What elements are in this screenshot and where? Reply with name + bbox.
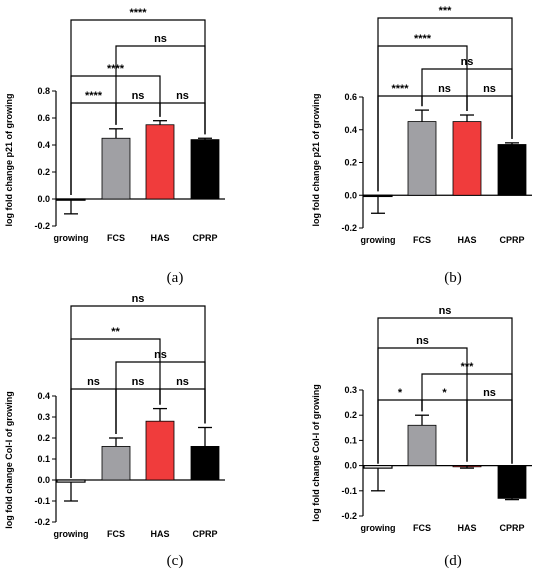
y-tick-label: 0.0	[37, 475, 50, 485]
y-tick-label: 0.2	[37, 433, 50, 443]
y-tick-label: 0.0	[344, 461, 357, 471]
x-category-label: CPRP	[499, 523, 524, 533]
x-category-label: growing	[361, 235, 396, 245]
y-tick-label: -0.1	[34, 496, 50, 506]
significance-label: ns	[483, 83, 496, 95]
y-tick-label: -0.2	[34, 517, 50, 527]
significance-label: ns	[176, 90, 189, 102]
bar-fcs	[101, 137, 131, 200]
significance-label: ****	[391, 83, 409, 95]
x-category-label: HAS	[150, 233, 169, 243]
significance-label: ns	[483, 387, 496, 399]
y-tick-label: 0.0	[37, 194, 50, 204]
panel-label: (a)	[167, 270, 184, 286]
x-category-label: growing	[361, 523, 396, 533]
y-tick-label: -0.2	[34, 221, 50, 231]
bar-cprp	[190, 445, 220, 481]
significance-label: ***	[461, 361, 475, 373]
significance-label: ns	[132, 293, 145, 305]
significance-bracket	[159, 388, 206, 424]
significance-label: ns	[416, 335, 429, 347]
x-category-label: FCS	[413, 523, 431, 533]
y-axis-title: log fold change Col-I of growing	[4, 391, 14, 528]
x-category-label: CPRP	[499, 235, 524, 245]
bar-growing	[56, 479, 86, 483]
bar-cprp	[190, 139, 220, 200]
y-tick-label: 0.0	[344, 190, 357, 200]
significance-label: *	[398, 387, 403, 399]
significance-bracket	[466, 399, 513, 464]
x-category-label: CPRP	[192, 233, 217, 243]
bar-fcs	[407, 424, 437, 466]
x-category-label: FCS	[413, 235, 431, 245]
y-axis-title: log fold change p21 of growing	[311, 94, 321, 227]
significance-bracket	[421, 95, 468, 112]
x-category-label: CPRP	[192, 529, 217, 539]
y-tick-label: 0.6	[344, 92, 357, 102]
y-tick-label: 0.4	[37, 391, 50, 401]
significance-bracket	[377, 17, 513, 192]
x-category-label: HAS	[150, 529, 169, 539]
significance-label: ns	[87, 376, 100, 388]
significance-label: ****	[85, 90, 103, 102]
significance-label: ns	[439, 305, 452, 317]
y-tick-label: 0.4	[344, 125, 357, 135]
y-tick-label: 0.2	[37, 167, 50, 177]
y-axis-title: log fold change p21 of growing	[4, 94, 14, 227]
significance-bracket	[466, 95, 513, 139]
significance-label: ***	[439, 5, 453, 17]
significance-label: *	[442, 387, 447, 399]
bar-cprp	[497, 465, 527, 499]
chart-panel-b: -0.2 0.0 0.2 0.4 0.6 log fold change p21 of g…	[311, 5, 532, 286]
y-tick-label: 0.6	[37, 113, 50, 123]
significance-label: ns	[132, 376, 145, 388]
bar-has	[145, 420, 175, 481]
y-tick-label: 0.2	[344, 410, 357, 420]
y-tick-label: -0.2	[341, 223, 357, 233]
x-category-label: growing	[54, 529, 89, 539]
y-tick-label: 0.4	[37, 140, 50, 150]
significance-label: ns	[154, 33, 167, 45]
y-tick-label: 0.1	[37, 454, 50, 464]
significance-label: ****	[107, 63, 125, 75]
significance-bracket	[70, 305, 206, 478]
significance-bracket	[115, 102, 161, 125]
bar-fcs	[407, 121, 437, 196]
bar-has	[145, 124, 175, 200]
x-category-label: FCS	[107, 529, 125, 539]
significance-label: ns	[438, 83, 451, 95]
y-tick-label: 0.8	[37, 86, 50, 96]
chart-panel-c: -0.2 -0.1 0.0 0.1 0.2 0.3 0.4 log fold change C…	[4, 293, 225, 569]
significance-label: ns	[154, 349, 167, 361]
y-tick-label: 0.2	[344, 158, 357, 168]
bar-has	[452, 121, 482, 196]
y-tick-label: 0.3	[37, 412, 50, 422]
significance-label: ****	[414, 33, 432, 45]
significance-label: ns	[461, 56, 474, 68]
chart-panel-d: -0.2 -0.1 0.0 0.1 0.2 0.3 log fold change Col-…	[311, 305, 532, 569]
significance-label: ****	[129, 7, 147, 19]
y-axis-title: log fold change Col-I of growing	[311, 384, 321, 521]
panel-label: (b)	[444, 270, 462, 286]
y-tick-label: -0.2	[341, 511, 357, 521]
bar-growing	[363, 465, 393, 469]
x-category-label: growing	[54, 233, 89, 243]
panel-label: (c)	[167, 553, 184, 569]
x-category-label: HAS	[457, 523, 476, 533]
y-tick-label: 0.1	[344, 435, 357, 445]
y-tick-label: -0.1	[341, 486, 357, 496]
significance-label: **	[111, 326, 120, 338]
chart-panel-a: -0.2 0.0 0.2 0.4 0.6 0.8 log fold change p21 o…	[4, 7, 225, 286]
bar-cprp	[497, 144, 527, 196]
x-category-label: HAS	[457, 235, 476, 245]
panel-label: (d)	[444, 553, 462, 569]
x-category-label: FCS	[107, 233, 125, 243]
significance-label: ns	[132, 90, 145, 102]
bar-fcs	[101, 445, 131, 481]
y-tick-label: 0.3	[344, 385, 357, 395]
significance-bracket	[115, 45, 206, 135]
significance-label: ns	[176, 376, 189, 388]
significance-bracket	[159, 102, 206, 135]
